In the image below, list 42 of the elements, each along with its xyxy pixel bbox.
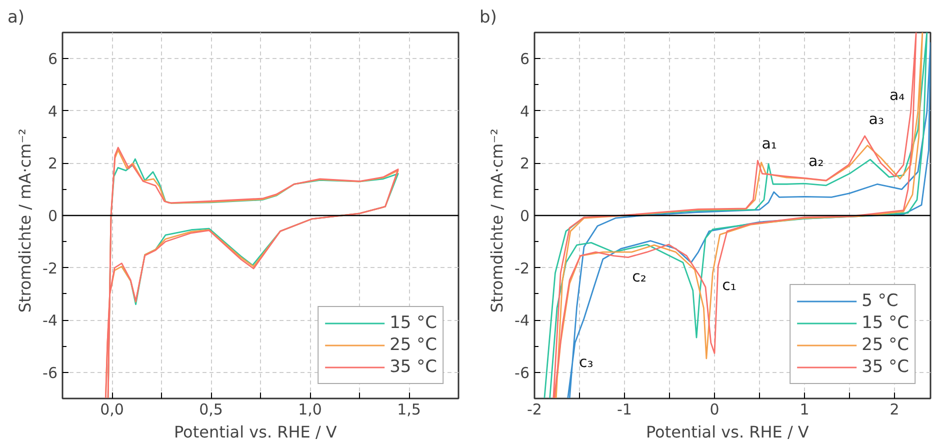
chart-title: b) (480, 8, 497, 28)
y-tick-label: 6 (48, 50, 58, 68)
legend-label: 15 °C (862, 313, 909, 333)
annotation: a₄ (889, 86, 905, 104)
y-tick-label: -2 (514, 259, 530, 278)
y-axis-title: Stromdichte / mA·cm⁻² (16, 128, 35, 313)
y-tick-label: 4 (520, 102, 530, 120)
x-axis-title: Potential vs. RHE / V (646, 422, 809, 442)
annotation: a₃ (868, 110, 884, 128)
y-tick-label: 0 (520, 207, 530, 225)
y-tick-label: 2 (520, 154, 530, 173)
annotation: a₁ (762, 134, 777, 153)
legend-label: 35 °C (862, 357, 909, 377)
y-axis-title: Stromdichte / mA·cm⁻² (488, 128, 507, 313)
x-tick-label: 2 (890, 400, 900, 418)
x-tick-label: -1 (617, 400, 632, 418)
x-tick-label: 0 (710, 400, 720, 418)
x-tick-label: 0,5 (199, 400, 223, 418)
y-tick-label: -2 (42, 259, 58, 278)
y-tick-label: -4 (42, 312, 58, 330)
y-tick-label: 6 (520, 50, 530, 68)
legend-label: 25 °C (390, 335, 437, 355)
x-tick-label: 1,5 (397, 400, 421, 418)
y-tick-label: 4 (48, 102, 58, 120)
annotation: c₁ (722, 276, 736, 294)
x-axis-title: Potential vs. RHE / V (174, 422, 337, 442)
y-tick-label: 2 (48, 154, 58, 173)
y-tick-label: -6 (42, 364, 58, 382)
x-tick-label: 1,0 (298, 400, 322, 418)
legend-label: 15 °C (390, 313, 437, 333)
annotation: c₃ (579, 352, 594, 371)
annotation: c₂ (632, 267, 646, 286)
chart-title: a) (8, 8, 25, 28)
legend-label: 35 °C (390, 357, 437, 377)
y-tick-label: -6 (514, 364, 530, 382)
legend-label: 5 °C (862, 291, 898, 311)
y-tick-label: -4 (514, 312, 530, 330)
legend-label: 25 °C (862, 335, 909, 355)
x-tick-label: 0,0 (100, 400, 124, 418)
y-tick-label: 0 (48, 207, 58, 225)
annotation: a₂ (808, 152, 824, 170)
x-tick-label: 1 (800, 400, 810, 418)
